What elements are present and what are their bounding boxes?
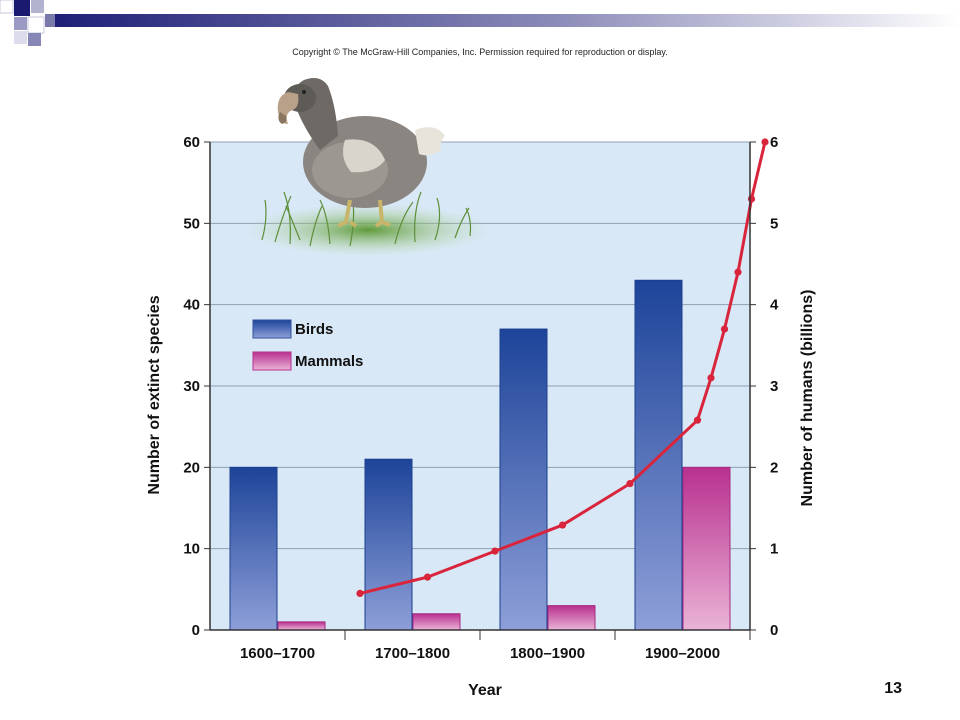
humans-point <box>747 195 756 203</box>
x-axis-title: Year <box>468 682 502 699</box>
x-tick-label: 1600–1700 <box>240 645 315 662</box>
bar-series <box>229 279 731 631</box>
humans-point <box>423 573 432 581</box>
y-tick-label: 10 <box>183 541 200 558</box>
legend-swatch-mammals <box>252 351 292 371</box>
y-tick-label: 30 <box>183 378 200 395</box>
bar-mammals <box>412 613 461 631</box>
legend-swatch-birds <box>252 319 292 339</box>
y2-tick-label: 0 <box>770 622 778 639</box>
humans-point <box>707 374 715 382</box>
y-tick-label: 60 <box>183 134 200 151</box>
bar-mammals <box>277 621 326 631</box>
humans-point <box>693 416 702 424</box>
x-tick-label: 1800–1900 <box>510 645 585 662</box>
legend-label-mammals: Mammals <box>295 353 363 370</box>
bar-birds <box>364 458 413 631</box>
y2-tick-label: 5 <box>770 215 778 232</box>
bar-birds <box>499 328 548 631</box>
legend: Birds Mammals <box>252 319 363 371</box>
page-number: 13 <box>884 680 902 697</box>
y2-axis-title: Number of humans (billions) <box>799 290 816 507</box>
x-tick-label: 1700–1800 <box>375 645 450 662</box>
humans-point <box>356 589 364 598</box>
y2-tick-label: 1 <box>770 541 778 558</box>
bar-mammals <box>682 466 731 631</box>
dodo-bird-icon <box>246 78 490 256</box>
y-tick-label: 50 <box>183 215 200 232</box>
legend-label-birds: Birds <box>295 321 333 338</box>
y2-tick-label: 2 <box>770 459 778 476</box>
humans-point <box>626 480 634 488</box>
axes <box>204 141 756 640</box>
y-tick-label: 40 <box>183 297 200 314</box>
y-tick-label: 0 <box>192 622 200 639</box>
copyright-notice: Copyright © The McGraw-Hill Companies, I… <box>292 47 668 57</box>
y-axis-title: Number of extinct species <box>146 295 163 494</box>
gridlines <box>210 141 750 550</box>
y2-tick-label: 3 <box>770 378 778 395</box>
humans-point <box>491 547 499 555</box>
bar-birds <box>229 466 278 631</box>
y2-tick-label: 6 <box>770 134 778 151</box>
y2-tick-label: 4 <box>770 297 779 314</box>
header-band <box>0 0 960 46</box>
humans-point <box>734 268 742 276</box>
x-tick-label: 1900–2000 <box>645 645 720 662</box>
humans-point <box>720 325 729 333</box>
y-tick-label: 20 <box>183 459 200 476</box>
bar-mammals <box>547 605 596 631</box>
humans-point <box>558 521 567 529</box>
tick-labels: 0 10 20 30 40 50 60 0 1 2 3 4 5 6 1600–1700 1700–1800 18… <box>183 134 779 662</box>
humans-point <box>761 138 769 146</box>
